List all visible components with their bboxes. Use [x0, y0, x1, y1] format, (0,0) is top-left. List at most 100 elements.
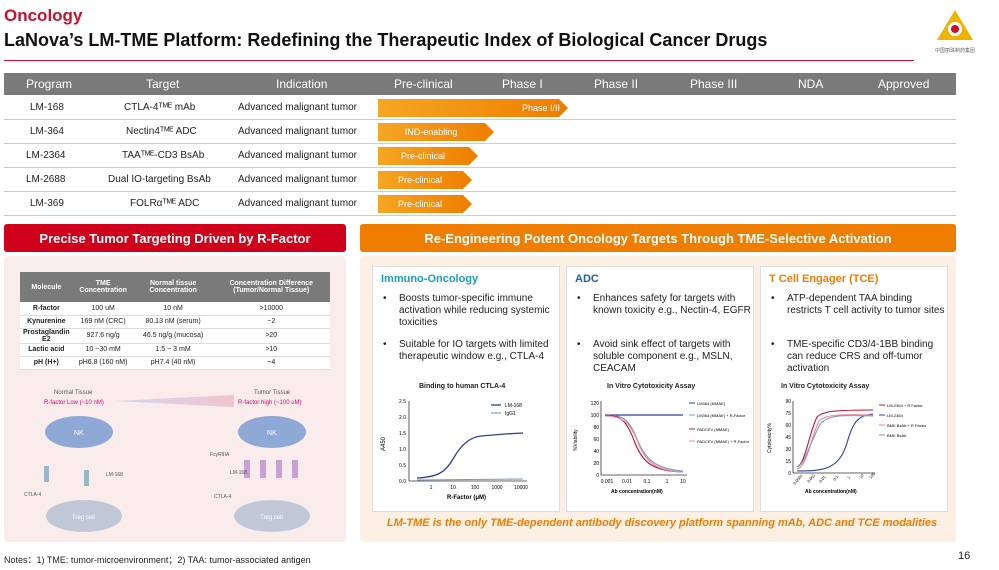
y-tick: 20	[593, 461, 599, 467]
cell: Kynurenine	[20, 315, 73, 329]
indication: Advanced malignant tumor	[238, 150, 357, 161]
legend-entry: BMK BsAb	[887, 433, 907, 438]
bullet: TME-specific CD3/4-1BB binding can reduc…	[769, 339, 945, 375]
chart-title: In Vitro Cytotoxicity Assay	[781, 383, 870, 390]
bullet: Enhances safety for targets with known t…	[575, 293, 751, 317]
legend-entry: LM364 (MMAE)	[697, 401, 726, 406]
cell: Lactic acid	[20, 343, 73, 357]
chart-title: Binding to human CTLA-4	[419, 383, 506, 390]
x-axis-label: Ab concentration(nM)	[611, 489, 663, 495]
y-tick: 100	[591, 413, 600, 419]
card-title: Immuno-Oncology	[381, 273, 479, 285]
logo-text: 中国丽珠制药集团	[934, 48, 975, 54]
cell: 100 uM	[72, 302, 134, 316]
chart-adc-cytotox: %Viability 0 20 40 60 80 100 120 0.001 0…	[573, 401, 750, 495]
page-number: 16	[958, 550, 971, 562]
right-band: Re-Engineering Potent Oncology Targets T…	[360, 224, 956, 252]
nk-cell-right-icon	[238, 416, 306, 448]
y-axis-label: A450	[381, 436, 387, 451]
triangle-logo-icon	[937, 10, 973, 40]
series-line	[604, 414, 684, 473]
card-immuno-oncology: Immuno-Oncology Boosts tumor-specific im…	[372, 266, 560, 512]
rfactor-high-label: R-factor high (~100 uM)	[238, 400, 302, 406]
th-molecule: Molecule	[20, 272, 73, 302]
x-tick: 10	[450, 485, 456, 491]
treg-label: Treg cell	[260, 515, 283, 521]
table-row: Kynurenine 169 nM (CRC) 80.13 nM (serum) ~2	[20, 315, 330, 329]
cell: 1.5 ~ 3 mM	[133, 343, 213, 357]
table-row: pH (H+) pH6.8 (160 nM) pH7.4 (40 nM) ~4	[20, 356, 330, 370]
progress-bar: Pre-clinical	[378, 195, 472, 213]
chart-binding: A450 0.0 0.5 1.0 1.5 2.0 2.5 1 10 100 10…	[381, 399, 528, 501]
legend-entry: PADCEV (MMAE)	[697, 427, 730, 432]
legend-entry: LM364 (MMAE) + R-Factor	[697, 413, 746, 418]
pipeline-row: LM-364 Nectin4ᵀᴹᴱ ADC Advanced malignant…	[4, 120, 956, 144]
cell: 46.5 ng/g (mucosa)	[133, 328, 213, 344]
x-tick: 0.01	[622, 479, 632, 485]
normal-tissue-label: Normal Tissue	[54, 390, 93, 396]
cell: pH (H+)	[20, 356, 73, 370]
x-tick: 10	[858, 472, 865, 479]
company-logo: 中国丽珠制药集团	[918, 8, 992, 64]
col-phase1: Phase I	[502, 77, 543, 91]
cell: 10 nM	[133, 302, 213, 316]
y-tick: 0	[596, 473, 599, 479]
y-tick: 2.5	[399, 399, 406, 405]
bullet: Boosts tumor-specific immune activation …	[381, 293, 557, 329]
cell: >20	[212, 328, 330, 344]
y-tick: 2.0	[399, 415, 406, 421]
y-tick: 15	[785, 459, 791, 465]
pipeline-row: LM-369 FOLRαᵀᴹᴱ ADC Advanced malignant t…	[4, 192, 956, 216]
progress-bar: Phase I/II	[378, 99, 568, 117]
target: CTLA-4ᵀᴹᴱ mAb	[124, 102, 196, 113]
nk-label: NK	[267, 430, 277, 437]
indication: Advanced malignant tumor	[238, 174, 357, 185]
cell: 80.13 nM (serum)	[133, 315, 213, 329]
target: Nectin4ᵀᴹᴱ ADC	[126, 126, 197, 137]
series-line	[796, 414, 874, 470]
y-tick: 0	[788, 471, 791, 477]
x-tick: 1000	[491, 485, 502, 491]
cell: pH6.8 (160 nM)	[72, 356, 134, 370]
card-tce: T Cell Engager (TCE) ATP-dependent TAA b…	[760, 266, 948, 512]
series-line	[604, 414, 684, 472]
antibody-left-icons	[44, 466, 89, 486]
cell: 10 ~30 mM	[72, 343, 134, 357]
y-axis-label: %Viability	[573, 429, 579, 451]
x-tick: 0.1	[832, 474, 840, 482]
y-tick: 90	[785, 399, 791, 405]
legend-entry: BMK BsAb + R Factor	[887, 423, 927, 428]
stage-label: Phase I/II	[521, 103, 560, 113]
series-line	[416, 432, 524, 479]
y-tick: 1.5	[399, 431, 406, 437]
nk-label: NK	[74, 430, 84, 437]
x-tick: 0.001	[601, 479, 614, 485]
target: FOLRαᵀᴹᴱ ADC	[130, 198, 200, 209]
stage-label: Pre-clinical	[397, 199, 442, 209]
rfactor-low-label: R-factor Low (~10 nM)	[44, 400, 104, 406]
x-tick: 0.01	[818, 474, 827, 484]
x-tick: 100	[471, 485, 480, 491]
fcgr-label: FcγRIIIA	[210, 452, 230, 458]
indication: Advanced malignant tumor	[238, 198, 357, 209]
x-axis-label: Ab concentration(nM)	[805, 489, 857, 495]
card-title: T Cell Engager (TCE)	[769, 273, 879, 285]
cell: Prostaglandin E2	[20, 328, 73, 344]
progress-bar: Pre-clinical	[378, 147, 478, 165]
legend-entry: PADCEV (MMAE) + R-Factor	[697, 439, 750, 444]
y-tick: 0.0	[399, 479, 406, 485]
y-tick: 30	[785, 447, 791, 453]
y-tick: 1.0	[399, 447, 406, 453]
col-nda: NDA	[798, 77, 824, 91]
col-program: Program	[26, 77, 73, 91]
lm168-right-label: LM-168	[230, 470, 247, 476]
program: LM-2688	[26, 174, 66, 185]
series-line	[796, 413, 874, 472]
treg-label: Treg cell	[72, 515, 95, 521]
legend-entry: LM-2364 + R Factor	[887, 403, 923, 408]
y-tick: 80	[593, 425, 599, 431]
x-tick: 10000	[514, 485, 528, 491]
x-axis-label: R-Factor (μM)	[447, 495, 486, 501]
x-tick: 1	[430, 485, 433, 491]
cell: >10	[212, 343, 330, 357]
